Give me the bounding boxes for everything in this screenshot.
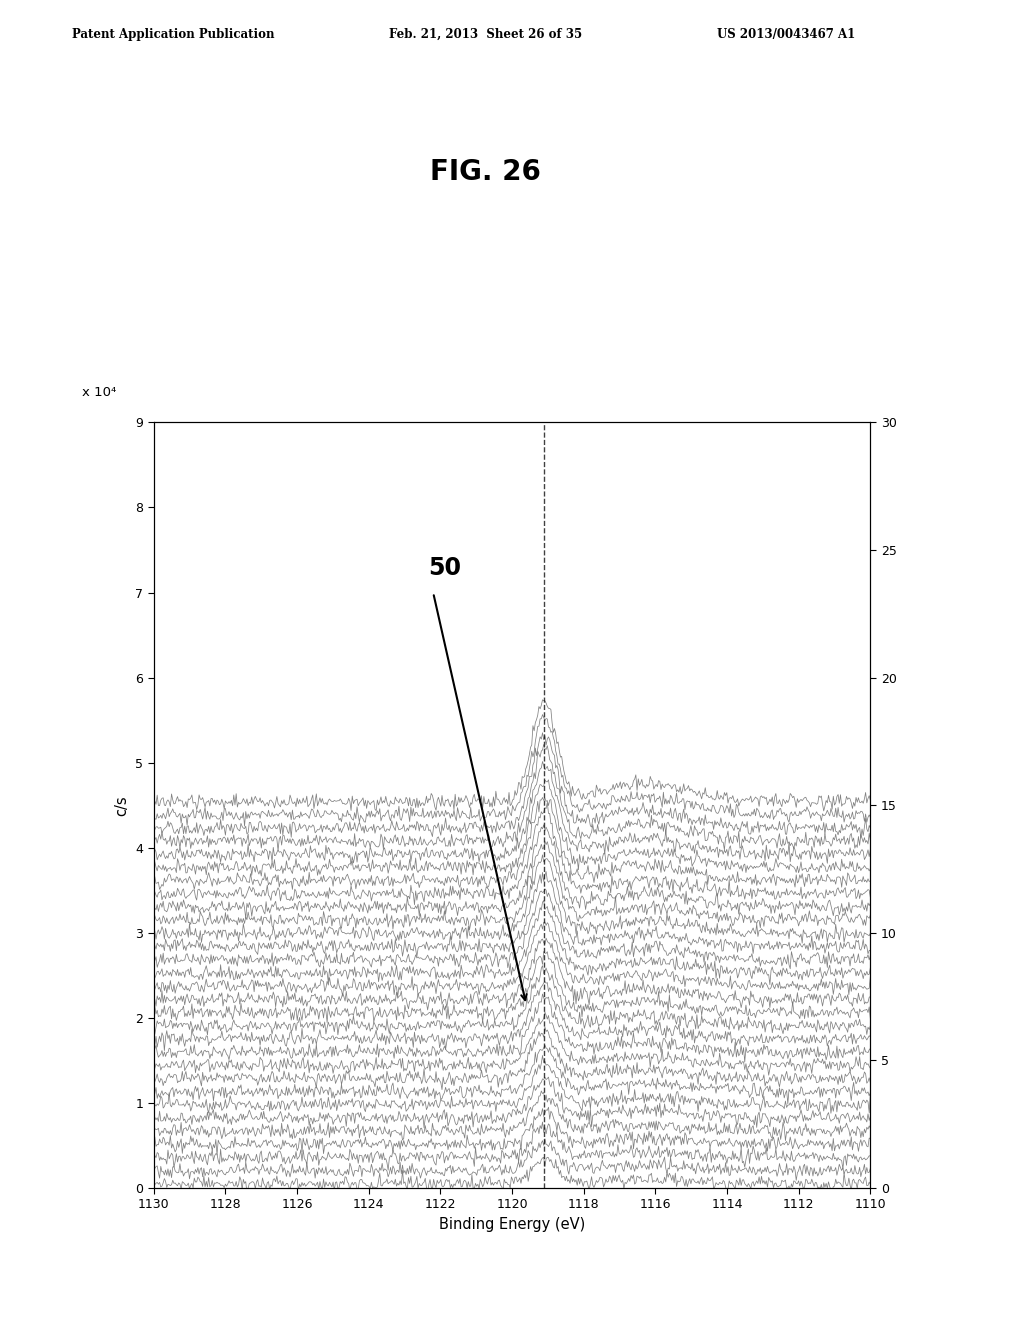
Text: Patent Application Publication: Patent Application Publication: [72, 28, 274, 41]
Text: x 10⁴: x 10⁴: [82, 387, 116, 400]
Y-axis label: c/s: c/s: [115, 795, 130, 816]
X-axis label: Binding Energy (eV): Binding Energy (eV): [439, 1217, 585, 1232]
Text: Feb. 21, 2013  Sheet 26 of 35: Feb. 21, 2013 Sheet 26 of 35: [389, 28, 583, 41]
Text: 50: 50: [428, 556, 461, 579]
Text: US 2013/0043467 A1: US 2013/0043467 A1: [717, 28, 855, 41]
Text: FIG. 26: FIG. 26: [430, 158, 541, 186]
